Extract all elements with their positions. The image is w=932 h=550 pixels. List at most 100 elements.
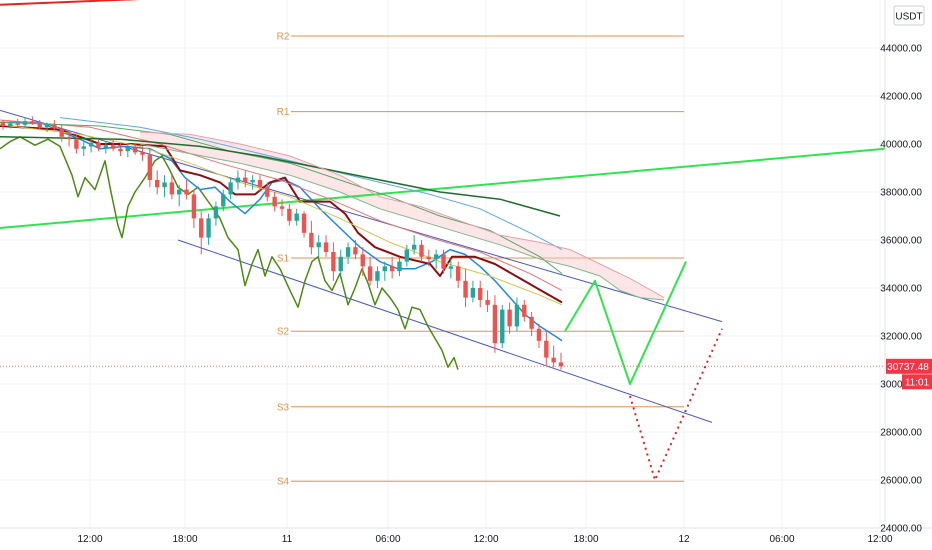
y-tick-label: 28000.00 (880, 428, 922, 439)
cloud-fill (140, 132, 664, 300)
trendline-red (0, 0, 141, 6)
pivot-label-r2: R2 (277, 32, 290, 43)
x-tick-label: 12 (678, 534, 690, 545)
candle (522, 300, 527, 322)
candle (250, 175, 255, 190)
candle (265, 182, 270, 202)
candle (257, 175, 263, 192)
pivot-label-s3: S3 (277, 402, 290, 413)
x-tick-label: 06:00 (769, 534, 794, 545)
candle (279, 199, 285, 216)
candle (221, 189, 226, 212)
y-tick-label: 38000.00 (880, 188, 922, 199)
candle (500, 304, 505, 348)
candle (66, 130, 72, 147)
x-tick-label: 12:00 (867, 534, 892, 545)
candle (154, 170, 160, 195)
candle (309, 220, 314, 255)
candle (492, 295, 498, 353)
candle (338, 249, 343, 276)
candle (118, 142, 123, 156)
candle (235, 170, 241, 190)
y-tick-label: 40000.00 (880, 140, 922, 151)
x-tick-label: 12:00 (77, 534, 102, 545)
candle (199, 211, 204, 255)
candle (243, 170, 248, 188)
ma-line-2 (0, 119, 563, 291)
candle (433, 249, 439, 269)
candle (397, 256, 402, 276)
y-tick-label: 32000.00 (880, 332, 922, 343)
candle (331, 242, 336, 281)
candle (184, 180, 189, 200)
candle (103, 141, 108, 154)
currency-badge[interactable]: USDT (893, 5, 925, 26)
candle (360, 247, 365, 276)
candle (323, 235, 329, 257)
candle (140, 146, 145, 161)
last-price-badge: 30737.48 (886, 358, 932, 374)
candle (316, 235, 321, 257)
candle (177, 184, 182, 207)
candle (382, 261, 387, 281)
candlesticks (0, 116, 564, 370)
candle (389, 256, 395, 279)
pivot-label-r1: R1 (277, 107, 290, 118)
candle (544, 331, 549, 365)
projection-path (564, 261, 687, 385)
y-tick-label: 24000.00 (880, 524, 922, 535)
y-tick-label: 42000.00 (880, 92, 922, 103)
ichimoku-cloud (140, 132, 664, 300)
candle (485, 290, 490, 312)
candle (132, 142, 138, 155)
candle (52, 120, 57, 131)
candle (448, 259, 454, 279)
y-tick-label: 36000.00 (880, 236, 922, 247)
candle (404, 244, 410, 267)
candle (514, 297, 520, 332)
countdown-value: 11:01 (905, 377, 930, 388)
candle (353, 240, 358, 260)
y-tick-label: 30000.00 (880, 380, 922, 391)
candle (272, 192, 277, 212)
ma-line-1 (0, 124, 563, 306)
candle (507, 302, 512, 334)
candle (96, 139, 101, 152)
candle (213, 201, 219, 226)
candle (426, 249, 432, 267)
candle (169, 175, 175, 200)
candle (345, 242, 351, 264)
time-axis[interactable]: 12:00 18:00 11 06:00 12:00 18:00 12 06:00 12:00 (77, 534, 892, 545)
x-tick-label: 18:00 (172, 534, 197, 545)
pivot-label-s4: S4 (277, 477, 290, 488)
ma-line-3 (0, 121, 563, 274)
price-axis[interactable]: 24000.00 26000.00 28000.00 30000.00 32000.00… (880, 44, 922, 535)
pivot-label-s2: S2 (277, 327, 290, 338)
candle (88, 139, 94, 153)
candle (419, 240, 424, 262)
trendline-green (0, 147, 886, 229)
x-tick-label: 18:00 (573, 534, 598, 545)
candle (206, 213, 211, 245)
last-price-value: 30737.48 (887, 362, 929, 373)
candle (191, 189, 197, 228)
y-tick-label: 26000.00 (880, 476, 922, 487)
x-tick-label: 06:00 (375, 534, 400, 545)
candle (551, 345, 556, 368)
candle (456, 261, 461, 288)
candle (8, 121, 13, 129)
candle (478, 280, 483, 308)
cloud-span-b (139, 143, 665, 301)
currency-label: USDT (895, 12, 922, 23)
y-tick-label: 44000.00 (880, 44, 922, 55)
candle (0, 120, 6, 130)
pivot-label-s1: S1 (277, 254, 290, 265)
candle (110, 139, 116, 152)
x-tick-label: 11 (282, 534, 293, 545)
candle (411, 235, 417, 255)
candle (44, 122, 50, 132)
candle (15, 118, 20, 128)
pivot-levels: R2 R1 S1 S2 S3 S4 (277, 32, 684, 488)
candle (367, 256, 373, 286)
